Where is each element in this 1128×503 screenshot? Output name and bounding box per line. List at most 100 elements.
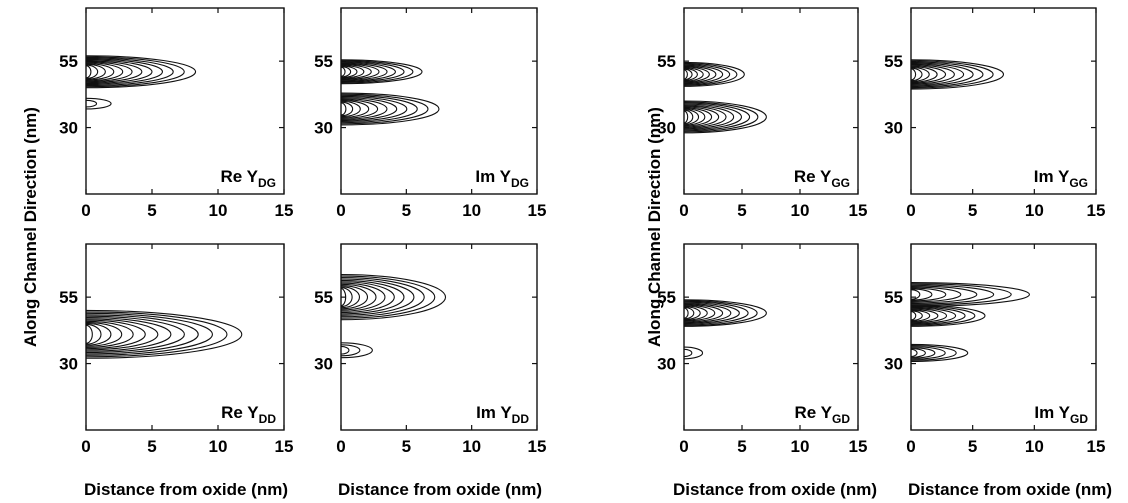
contour-level-1-8 (341, 283, 377, 311)
y-tick-label: 55 (59, 288, 78, 307)
contour-level-1-6 (341, 63, 380, 81)
panel-1: 0 5 10 15 30 55 Re YDG (59, 7, 294, 220)
contour-level-1-11 (684, 307, 689, 319)
y-tick-label: 30 (884, 355, 903, 374)
y-tick-label: 30 (657, 355, 676, 374)
x-tick-label: 0 (336, 437, 345, 456)
contour-level-2-1 (911, 304, 986, 327)
panel-7: 0 5 10 15 30 55 Re YGD (657, 243, 867, 456)
x-tick-label: 15 (275, 437, 294, 456)
y-tick-label: 55 (59, 52, 78, 71)
contour-level-1-4 (86, 58, 163, 86)
contour-level-3-1 (911, 343, 969, 362)
y-tick-label: 55 (884, 288, 903, 307)
panel-6: 0 5 10 15 30 55 Im YDD (314, 243, 547, 456)
x-tick-label: 5 (147, 437, 156, 456)
contour-level-1-9 (86, 63, 115, 81)
contour-level-2-3 (341, 94, 418, 124)
panel-frame (683, 7, 859, 195)
x-tick-label: 10 (209, 201, 228, 220)
contour-level-1-1 (341, 59, 423, 85)
contour-level-1-2 (341, 60, 414, 84)
contour-level-1-6 (86, 316, 172, 352)
contour-level-2-11 (684, 109, 694, 125)
contour-level-1-12 (86, 323, 102, 345)
contour-level-2-1 (341, 92, 440, 126)
panel-label: Re YDD (221, 403, 276, 426)
contour-level-1-6 (684, 303, 724, 323)
x-tick-label: 0 (679, 201, 688, 220)
x-tick-label: 5 (968, 437, 977, 456)
xlabel-col-4: Distance from oxide (nm) (908, 480, 1112, 499)
contour-lines (86, 309, 243, 359)
y-tick-label: 30 (314, 355, 333, 374)
contour-level-1-1 (911, 281, 1030, 307)
contour-level-1-10 (911, 67, 923, 82)
contour-level-1-9 (684, 68, 693, 81)
y-tick-label: 30 (314, 119, 333, 138)
contour-level-1-10 (341, 286, 361, 309)
contour-level-1-2 (684, 300, 758, 326)
panel-label: Im YGG (1034, 167, 1088, 190)
contour-level-1-3 (86, 57, 174, 87)
x-tick-label: 0 (336, 201, 345, 220)
contour-level-1-11 (86, 322, 112, 346)
contour-level-1-2 (86, 56, 185, 88)
contour-level-1-9 (86, 320, 134, 348)
x-tick-label: 5 (737, 201, 746, 220)
x-tick-label: 10 (462, 201, 481, 220)
x-tick-label: 5 (402, 437, 411, 456)
y-tick-label: 55 (314, 288, 333, 307)
contour-level-1-5 (684, 65, 717, 84)
panel-label: Re YGG (794, 167, 850, 190)
contour-level-1-4 (684, 302, 740, 325)
x-tick-label: 5 (968, 201, 977, 220)
panel-frame (340, 7, 538, 195)
panel-5: 0 5 10 15 30 55 Re YDD (59, 243, 294, 456)
contour-level-1-4 (911, 62, 974, 87)
x-tick-label: 15 (275, 201, 294, 220)
contour-level-1-7 (684, 304, 716, 322)
xlabel-col-1: Distance from oxide (nm) (84, 480, 288, 499)
contour-level-2-2 (341, 93, 429, 125)
panel-label: Im YDD (476, 403, 529, 426)
x-tick-label: 5 (737, 437, 746, 456)
x-tick-label: 15 (849, 201, 868, 220)
contour-level-1-1 (86, 309, 243, 359)
contour-level-1-5 (86, 315, 185, 354)
contour-level-1-8 (684, 305, 708, 321)
contour-level-1-8 (86, 319, 146, 350)
x-tick-label: 5 (402, 201, 411, 220)
contour-level-1-8 (341, 64, 365, 79)
y-tick-label: 55 (657, 52, 676, 71)
contour-level-3-6 (911, 348, 918, 358)
y-tick-label: 55 (884, 52, 903, 71)
x-tick-label: 15 (528, 437, 547, 456)
contour-level-1-2 (86, 311, 228, 358)
contour-level-1-6 (86, 60, 143, 84)
contour-level-2-4 (911, 307, 957, 325)
x-tick-label: 10 (791, 437, 810, 456)
x-tick-label: 5 (147, 201, 156, 220)
x-tick-label: 0 (679, 437, 688, 456)
right-ylabel: Along Channel Direction (nm) (645, 107, 664, 347)
contour-level-2-6 (341, 97, 388, 120)
panel-frame (910, 243, 1097, 431)
contour-level-1-3 (911, 61, 984, 88)
panel-8: 0 5 10 15 30 55 Im YGD (884, 243, 1105, 456)
contour-level-1-7 (341, 282, 386, 312)
contour-level-2-7 (684, 106, 720, 128)
contour-level-1-1 (911, 59, 1005, 90)
contour-level-2-2 (684, 348, 693, 358)
contour-level-1-4 (86, 314, 199, 355)
x-tick-label: 15 (1087, 201, 1106, 220)
y-tick-label: 30 (59, 119, 78, 138)
contour-level-2-7 (911, 309, 931, 322)
contour-level-1-8 (86, 62, 124, 82)
y-tick-label: 30 (59, 355, 78, 374)
left-ylabel: Along Channel Direction (nm) (21, 107, 40, 347)
contour-lines (86, 55, 197, 110)
x-tick-label: 10 (462, 437, 481, 456)
